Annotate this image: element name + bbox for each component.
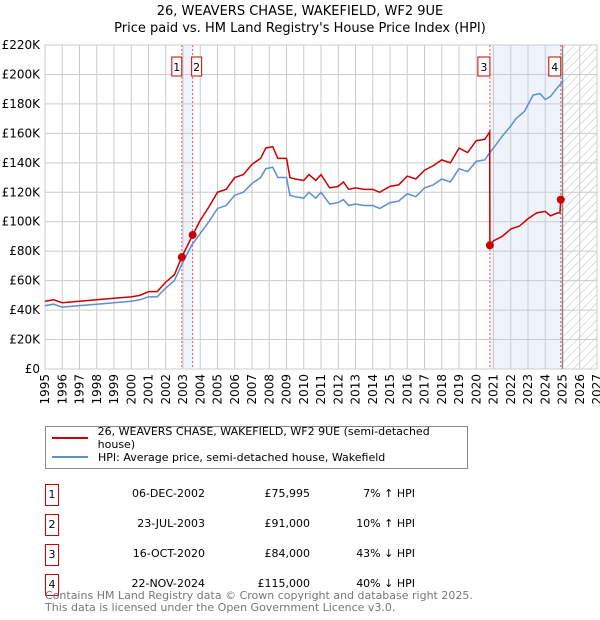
x-tick-label: 2017 (418, 374, 432, 405)
chart-title: 26, WEAVERS CHASE, WAKEFIELD, WF2 9UE (156, 4, 444, 19)
blue-line-swatch (52, 456, 88, 458)
y-tick-label: £220K (2, 38, 42, 52)
price-paid-line (44, 129, 564, 304)
sale-point (556, 195, 565, 204)
footer-copyright: Contains HM Land Registry data © Crown c… (45, 589, 473, 602)
x-tick-label: 2022 (504, 374, 518, 405)
y-tick-label: £100K (2, 215, 42, 229)
y-tick-label: £160K (2, 126, 42, 140)
legend-item-hpi: HPI: Average price, semi-detached house,… (52, 449, 385, 465)
sale-row: 1 06-DEC-2002 £75,995 7% ↑ HPI (45, 484, 545, 506)
y-tick-label: £80K (9, 244, 41, 258)
y-tick-label: £180K (2, 97, 42, 111)
y-tick-label: £0 (25, 362, 40, 376)
x-tick-label: 1996 (55, 374, 69, 405)
x-tick-label: 2019 (452, 374, 466, 405)
sale-point (177, 253, 186, 262)
sale-marker-box (548, 56, 562, 77)
sale-point (188, 230, 197, 239)
x-tick-label: 2009 (280, 374, 294, 405)
sale-date: 22-NOV-2024 (131, 577, 205, 590)
highlight-band (489, 45, 561, 369)
plot-border (44, 44, 598, 370)
x-tick-label: 2003 (176, 374, 190, 405)
x-tick-label: 2012 (331, 374, 345, 405)
sale-marker-box (191, 56, 203, 77)
red-line-swatch (52, 437, 88, 439)
x-tick-label: 2004 (193, 374, 207, 405)
x-tick-label: 2013 (349, 374, 363, 405)
y-tick-label: £200K (2, 67, 42, 81)
sale-marker-number: 3 (480, 61, 487, 74)
sale-marker-number: 4 (551, 61, 558, 74)
highlight-band (181, 45, 193, 369)
x-tick-label: 2015 (383, 374, 397, 405)
x-tick-label: 2027 (590, 374, 600, 405)
sale-marker-box (477, 56, 491, 77)
sale-date: 06-DEC-2002 (131, 487, 205, 500)
chart-subtitle: Price paid vs. HM Land Registry's House … (114, 21, 486, 36)
sale-date: 16-OCT-2020 (132, 547, 205, 560)
sale-price: £84,000 (264, 547, 311, 560)
sale-marker-number: 4 (45, 574, 59, 596)
x-tick-label: 2023 (521, 374, 535, 405)
sale-hpi-diff: 43% ↓ HPI (356, 547, 415, 560)
y-tick-label: £60K (9, 274, 41, 288)
x-tick-label: 2001 (142, 374, 156, 405)
price-chart: 1 2 3 4 £0 £20K £40K £60K £80K £100K £120K £140K £16… (2, 38, 600, 405)
sale-hpi-diff: 10% ↑ HPI (356, 517, 415, 530)
sale-hpi-diff: 7% ↑ HPI (363, 487, 415, 500)
x-tick-label: 2006 (228, 374, 242, 405)
x-tick-label: 2014 (366, 374, 380, 405)
sale-row: 2 23-JUL-2003 £91,000 10% ↑ HPI (45, 514, 545, 536)
x-tick-label: 1998 (90, 374, 104, 405)
x-tick-label: 2008 (262, 374, 276, 405)
sale-price: £115,000 (257, 577, 311, 590)
y-tick-label: £40K (9, 303, 41, 317)
x-tick-label: 2005 (211, 374, 225, 405)
legend-label: HPI: Average price, semi-detached house,… (98, 450, 386, 464)
x-tick-label: 2026 (573, 374, 587, 405)
legend: 26, WEAVERS CHASE, WAKEFIELD, WF2 9UE (s… (45, 425, 468, 469)
sale-price: £75,995 (264, 487, 311, 500)
x-tick-label: 2025 (556, 374, 570, 405)
y-tick-label: £120K (2, 185, 42, 199)
y-tick-label: £20K (9, 333, 41, 347)
sale-date: 23-JUL-2003 (137, 517, 205, 530)
x-tick-label: 2000 (124, 374, 138, 405)
x-tick-label: 1999 (107, 374, 121, 405)
sale-marker-box (171, 56, 183, 77)
y-tick-label: £140K (2, 156, 42, 170)
x-tick-label: 1997 (73, 374, 87, 405)
sale-point (485, 241, 494, 250)
hpi-line (44, 80, 564, 308)
sale-marker-number: 3 (45, 544, 59, 566)
x-tick-label: 1995 (38, 374, 52, 405)
x-tick-label: 2002 (159, 374, 173, 405)
x-tick-label: 2021 (487, 374, 501, 405)
footer-licence: This data is licensed under the Open Gov… (45, 601, 396, 614)
x-tick-label: 2024 (538, 374, 552, 405)
sale-marker-number: 2 (45, 514, 59, 536)
sale-hpi-diff: 40% ↓ HPI (356, 577, 415, 590)
x-tick-label: 2020 (469, 374, 483, 405)
x-tick-label: 2010 (297, 374, 311, 405)
legend-label: 26, WEAVERS CHASE, WAKEFIELD, WF2 9UE (s… (97, 425, 430, 451)
x-tick-label: 2011 (314, 374, 328, 405)
x-tick-label: 2018 (435, 374, 449, 405)
sale-marker-number: 1 (173, 61, 180, 74)
sale-price: £91,000 (264, 517, 311, 530)
legend-item-property: 26, WEAVERS CHASE, WAKEFIELD, WF2 9UE (s… (52, 425, 467, 451)
sale-row: 3 16-OCT-2020 £84,000 43% ↓ HPI (45, 544, 545, 566)
sale-row: 4 22-NOV-2024 £115,000 40% ↓ HPI (45, 574, 545, 596)
sale-marker-number: 2 (193, 61, 200, 74)
sale-marker-number: 1 (45, 484, 59, 506)
x-tick-label: 2016 (400, 374, 414, 405)
x-tick-label: 2007 (245, 374, 259, 405)
